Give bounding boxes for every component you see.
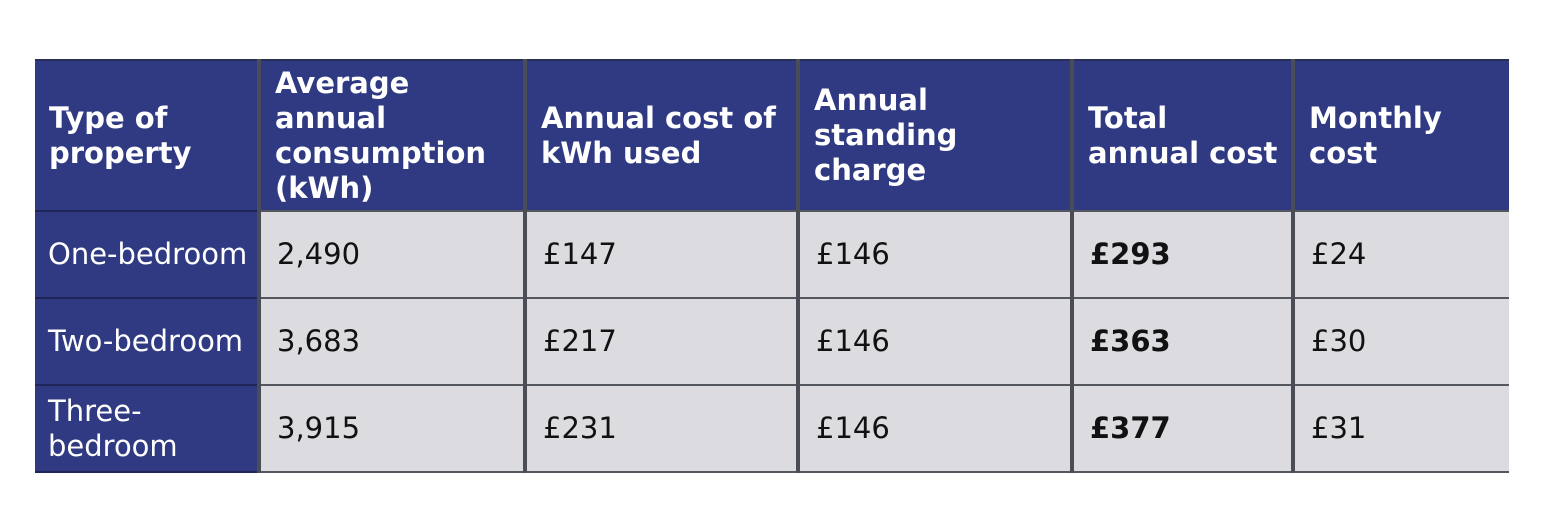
kwh-cost-cell: £217 [523, 297, 798, 385]
table-row: Two-bedroom 3,683 £217 £146 £363 £30 [35, 297, 1509, 385]
header-annual-cost-of-kwh-used: Annual cost of kWh used [523, 59, 798, 211]
monthly-cost-cell: £30 [1291, 297, 1509, 385]
consumption-cell: 2,490 [257, 210, 525, 298]
standing-charge-cell: £146 [796, 210, 1072, 298]
kwh-cost-cell: £147 [523, 210, 798, 298]
monthly-cost-cell: £31 [1291, 384, 1509, 473]
table-header-row: Type of property Average annual consumpt… [35, 59, 1509, 211]
row-label: One-bedroom [35, 210, 259, 298]
table-row: One-bedroom 2,490 £147 £146 £293 £24 [35, 210, 1509, 298]
table-row: Three-bedroom 3,915 £231 £146 £377 £31 [35, 384, 1509, 473]
header-total-annual-cost: Total annual cost [1070, 59, 1293, 211]
row-label: Two-bedroom [35, 297, 259, 385]
header-average-annual-consumption: Average annual consumption (kWh) [257, 59, 525, 211]
consumption-cell: 3,683 [257, 297, 525, 385]
total-annual-cost-cell: £377 [1070, 384, 1293, 473]
energy-cost-table: Type of property Average annual consumpt… [35, 59, 1509, 473]
header-annual-standing-charge: Annual standing charge [796, 59, 1072, 211]
standing-charge-cell: £146 [796, 297, 1072, 385]
row-label: Three-bedroom [35, 384, 259, 473]
monthly-cost-cell: £24 [1291, 210, 1509, 298]
total-annual-cost-cell: £293 [1070, 210, 1293, 298]
kwh-cost-cell: £231 [523, 384, 798, 473]
consumption-cell: 3,915 [257, 384, 525, 473]
header-monthly-cost: Monthly cost [1291, 59, 1509, 211]
standing-charge-cell: £146 [796, 384, 1072, 473]
header-type-of-property: Type of property [35, 59, 259, 211]
total-annual-cost-cell: £363 [1070, 297, 1293, 385]
